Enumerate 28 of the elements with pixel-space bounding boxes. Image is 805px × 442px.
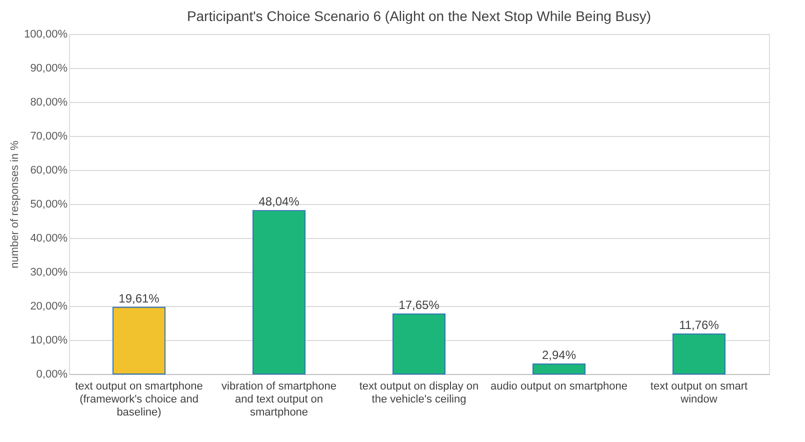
y-axis-title: number of responses in %: [9, 140, 22, 268]
y-tick-label: 30,00%: [30, 266, 68, 278]
data-label: 11,76%: [679, 318, 720, 332]
chart-title: Participant's Choice Scenario 6 (Alight on the Next Stop While Being Busy): [186, 8, 652, 24]
y-tick-label: 60,00%: [30, 164, 68, 176]
x-tick-label: audio output on smartphone: [490, 380, 628, 392]
x-tick-label: vibration of smartphone and text output on smartphone: [222, 380, 336, 418]
y-tick-label: 90,00%: [30, 62, 68, 74]
data-label: 48,04%: [258, 194, 300, 209]
bar: [672, 334, 726, 374]
y-tick-label: 10,00%: [30, 334, 68, 346]
y-tick-label: 40,00%: [30, 232, 68, 244]
bar: [532, 364, 586, 374]
y-tick-label: 50,00%: [30, 198, 68, 210]
x-tick-label: text output on smartphone (framework's choice and baseline): [75, 380, 203, 418]
data-label: 17,65%: [398, 298, 440, 312]
bar: [252, 210, 306, 374]
y-tick-label: 0,00%: [36, 368, 68, 380]
y-tick-label: 80,00%: [30, 96, 68, 108]
x-tick-label: text output on smart window: [650, 380, 748, 406]
data-label: 19,61%: [118, 291, 160, 306]
y-tick-label: 70,00%: [30, 130, 68, 142]
y-tick-label: 20,00%: [30, 300, 68, 312]
x-tick-label: text output on display on the vehicle's ceiling: [359, 380, 479, 406]
data-label: 2,94%: [542, 348, 576, 362]
bar: [112, 306, 166, 374]
bar: [392, 313, 446, 374]
y-tick-label: 100,00%: [24, 28, 68, 40]
